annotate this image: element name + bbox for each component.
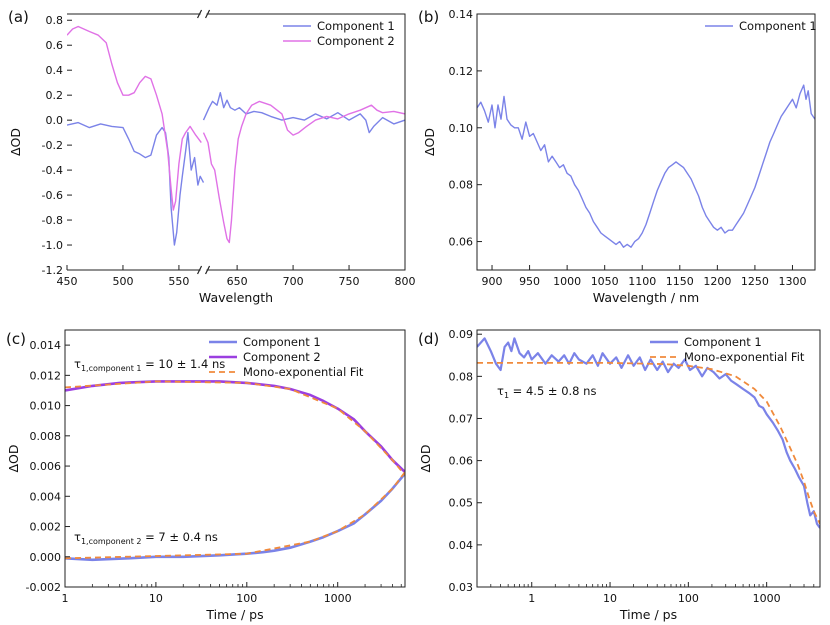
y-tick-label: 0.05 — [449, 497, 474, 510]
panel-a: 450 500 550 650 700 750 800 -1.2 -1.0 -0.8 -0.6 -0.… — [8, 8, 416, 305]
y-tick-label: 0.07 — [449, 412, 474, 425]
panel-label: (b) — [418, 8, 439, 26]
x-tick-label: 1000 — [753, 592, 781, 605]
series-mono-exponential-fit-line — [65, 471, 405, 560]
x-axis-label: Wavelength / nm — [593, 290, 699, 305]
series-component-1-line — [477, 84, 815, 248]
panel-label: (d) — [418, 330, 439, 348]
axes-frame — [67, 13, 406, 271]
axes-frame — [476, 13, 816, 271]
y-tick-label: 0.004 — [30, 490, 62, 503]
tau-annotation: τ1 = 4.5 ± 0.8 ns — [497, 384, 596, 400]
x-tick-label: 100 — [678, 592, 699, 605]
legend-label: Component 1 — [739, 19, 817, 33]
y-tick-label: -0.8 — [42, 214, 63, 227]
y-tick-label: -0.4 — [42, 164, 63, 177]
legend-label: Mono-exponential Fit — [684, 350, 805, 364]
y-tick-label: 0.8 — [46, 14, 64, 27]
axis-break-mark — [197, 265, 211, 275]
y-tick-label: 0.03 — [449, 581, 474, 594]
x-tick-label: 700 — [283, 275, 304, 288]
panel-label: (a) — [8, 8, 29, 26]
series-mono-exponential-fit-line — [477, 362, 820, 525]
x-tick-label: 10 — [603, 592, 617, 605]
y-tick-label: 0.10 — [449, 122, 474, 135]
x-axis-label: Time / ps — [619, 607, 677, 622]
x-tick-label: 1250 — [741, 275, 769, 288]
y-tick-label: 0.006 — [30, 460, 62, 473]
legend-label: Component 1 — [684, 335, 762, 349]
series-component-2-line — [202, 100, 405, 244]
panel-b: 900 950 1000 1050 1100 1150 1200 1250 1300 0.06 0.… — [418, 8, 817, 305]
x-tick-label: 450 — [57, 275, 78, 288]
y-tick-label: 0.4 — [46, 64, 64, 77]
x-tick-label: 100 — [236, 592, 257, 605]
x-tick-label: 1100 — [628, 275, 656, 288]
x-axis-label: Wavelength — [199, 290, 273, 305]
x-tick-label: 1000 — [553, 275, 581, 288]
x-tick-label: 1200 — [703, 275, 731, 288]
x-axis-label: Time / ps — [205, 607, 263, 622]
x-tick-label: 900 — [482, 275, 503, 288]
axis-break-mark — [197, 9, 211, 19]
y-tick-label: 0.04 — [449, 539, 474, 552]
x-tick-label: 800 — [395, 275, 416, 288]
y-tick-label: 0.06 — [449, 236, 474, 249]
x-tick-label: 750 — [339, 275, 360, 288]
y-tick-label: 0.12 — [449, 65, 474, 78]
y-tick-label: 0.06 — [449, 455, 474, 468]
legend-label: Component 1 — [317, 19, 395, 33]
y-tick-label: -0.2 — [42, 139, 63, 152]
series-component-1-line — [477, 337, 820, 529]
x-tick-label: 550 — [168, 275, 189, 288]
x-tick-label: 1050 — [591, 275, 619, 288]
legend-label: Component 2 — [243, 350, 321, 364]
x-tick-label: 1 — [62, 592, 69, 605]
panel-d: 1 10 100 1000 0.03 0.04 0.05 0.06 0.07 0.08 0.09 Ti… — [418, 328, 821, 622]
y-tick-label: -1.2 — [42, 264, 63, 277]
y-tick-label: 0.08 — [449, 179, 474, 192]
legend-label: Component 1 — [243, 335, 321, 349]
y-tick-label: 0.14 — [449, 8, 474, 21]
x-tick-label: 650 — [227, 275, 248, 288]
panel-label: (c) — [6, 330, 26, 348]
y-tick-label: 0.0 — [46, 114, 64, 127]
y-tick-label: 0.6 — [46, 39, 64, 52]
y-tick-label: 0.014 — [30, 339, 62, 352]
panel-c: 1 10 100 1000 -0.002 0.000 0.002 0.004 0.006 0.00… — [6, 329, 406, 622]
y-tick-label: 0.010 — [30, 400, 62, 413]
legend-label: Mono-exponential Fit — [243, 365, 364, 379]
y-tick-label: 0.000 — [30, 551, 62, 564]
x-tick-label: 1300 — [778, 275, 806, 288]
y-axis-label: ΔOD — [418, 444, 433, 472]
x-tick-label: 1 — [528, 592, 535, 605]
y-axis-label: ΔOD — [6, 444, 21, 472]
y-tick-label: 0.2 — [46, 89, 64, 102]
x-tick-label: 1150 — [666, 275, 694, 288]
series-component-1-line — [202, 92, 405, 134]
legend-label: Component 2 — [317, 34, 395, 48]
x-tick-label: 10 — [149, 592, 163, 605]
y-tick-label: -0.002 — [26, 581, 61, 594]
y-tick-label: 0.08 — [449, 370, 474, 383]
y-tick-label: 0.008 — [30, 430, 62, 443]
tau-annotation: τ1,component 2 = 7 ± 0.4 ns — [74, 530, 218, 546]
axes-frame — [64, 329, 406, 588]
y-tick-label: -0.6 — [42, 189, 63, 202]
series-component-2-line — [67, 25, 202, 211]
x-tick-label: 1000 — [324, 592, 352, 605]
y-tick-label: -1.0 — [42, 239, 63, 252]
y-tick-label: 0.09 — [449, 328, 474, 341]
tau-annotation: τ1,component 1 = 10 ± 1.4 ns — [74, 357, 225, 373]
y-tick-label: 0.012 — [30, 369, 62, 382]
x-tick-label: 500 — [112, 275, 133, 288]
y-axis-label: ΔOD — [422, 128, 437, 156]
axes-frame — [476, 329, 821, 588]
y-tick-label: 0.002 — [30, 521, 62, 534]
series-mono-exponential-fit-line — [65, 380, 405, 476]
y-axis-label: ΔOD — [8, 128, 23, 156]
x-tick-label: 950 — [519, 275, 540, 288]
